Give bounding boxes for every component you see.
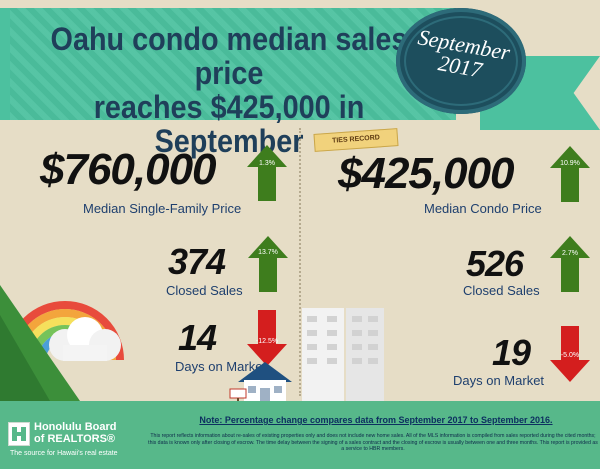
page-title: Oahu condo median sales price reaches $4… [36,22,423,158]
single-family-closed-sales-change: 13.7% [258,249,278,256]
single-family-median-price-label: Median Single-Family Price [83,201,242,216]
footer-bar [0,401,600,469]
footnote: Note: Percentage change compares data fr… [199,415,553,425]
single-family-median-price: $760,000 [40,145,217,194]
up-arrow-icon [550,236,590,292]
house-illustration [238,362,292,404]
condo-price-change: 10.9% [560,160,580,167]
cloud-illustration [49,317,121,361]
single-family-price-change-overlay: 1.3% [259,160,275,167]
condo-closed-sales: 526 [466,243,524,284]
down-arrow-icon [247,310,287,366]
disclaimer: This report reflects information about r… [148,433,598,452]
mountain-illustration [0,285,80,401]
logo-name: Honolulu Board of REALTORS® [34,421,117,445]
single-family-days-on-market-label: Days on Market [175,359,267,374]
condo-median-price-label: Median Condo Price [424,201,542,216]
single-family-closed-sales-label: Closed Sales [166,283,243,298]
single-family-closed-sales: 374 [168,241,226,282]
condo-days-on-market-label: Days on Market [453,373,545,388]
condo-closed-sales-change: 2.7% [562,250,578,257]
logo-tagline: The source for Hawaii's real estate [10,450,118,457]
date-badge: September 2017 [396,8,526,114]
up-arrow-icon [550,146,590,202]
logo-icon [8,422,30,446]
logo-line-1: Honolulu Board [34,421,117,433]
single-family-days-on-market: 14 [178,317,217,358]
condo-building-illustration [302,308,384,403]
up-arrow-icon [248,236,288,292]
condo-days-on-market: 19 [492,332,531,373]
logo-line-2: of REALTORS® [34,433,116,445]
single-family-days-on-market-change: -12.5% [255,338,279,345]
column-divider [299,128,301,396]
title-line-1: Oahu condo median sales price [50,21,408,91]
title-line-2: reaches $425,000 in September [93,89,365,159]
down-arrow-icon [550,326,590,382]
condo-days-on-market-change: -5.0% [560,352,580,359]
up-arrow-icon [247,145,287,201]
title-banner [0,8,456,120]
condo-closed-sales-label: Closed Sales [463,283,540,298]
condo-median-price: $425,000 [338,149,515,198]
